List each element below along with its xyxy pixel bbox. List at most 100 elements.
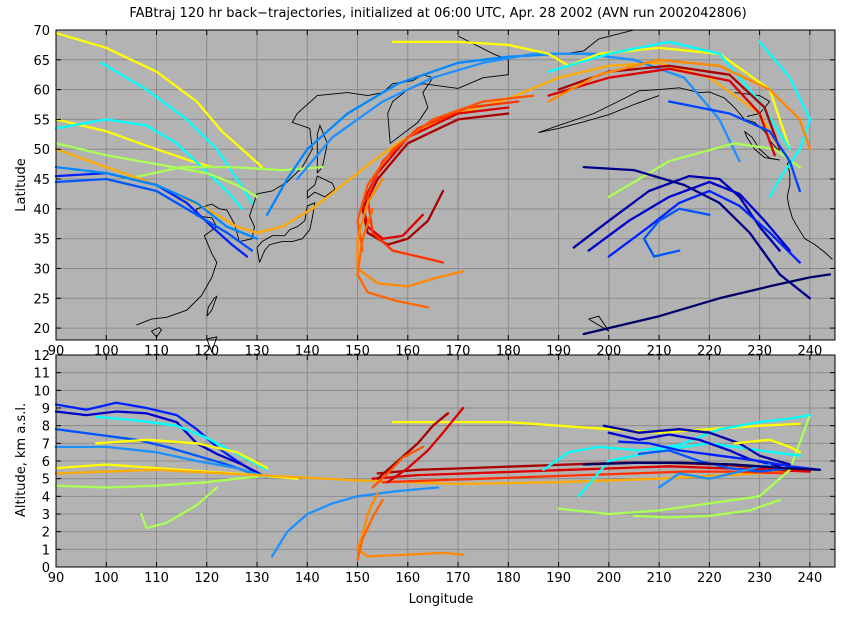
x-tick-label: 160 [395, 571, 420, 586]
trajectory-line [602, 424, 791, 466]
trajectory-line [582, 165, 812, 300]
y-tick-label: 65 [33, 54, 50, 69]
y-tick-label: 35 [33, 233, 50, 248]
trajectory-line [642, 207, 711, 258]
trajectory-line [386, 406, 465, 484]
y-tick-label: 60 [33, 84, 50, 99]
trajectory-line [54, 177, 254, 252]
trajectory-line [125, 165, 324, 181]
trajectory-line [54, 165, 259, 240]
trajectory-line [391, 40, 791, 151]
trajectory-line [95, 438, 269, 470]
trajectory-line [356, 94, 535, 252]
trajectory-line [356, 498, 384, 562]
trajectory-line [54, 410, 264, 477]
map-panel-background [56, 30, 835, 340]
trajectory-line [391, 420, 801, 434]
x-tick-label: 170 [446, 571, 471, 586]
map-panel-frame [55, 29, 836, 341]
trajectory-line [54, 445, 269, 479]
map-trajectories [54, 31, 832, 336]
trajectory-line [296, 52, 741, 181]
trajectory-line [657, 463, 771, 489]
x-tick-label: 220 [697, 571, 722, 586]
trajectory-line [632, 498, 781, 519]
x-tick-label: 120 [194, 571, 219, 586]
trajectory-line [54, 61, 781, 234]
x-tick-label: 130 [245, 571, 270, 586]
trajectory-line [356, 491, 465, 558]
map-y-axis-label: Latitude [14, 158, 29, 212]
trajectory-line [667, 100, 801, 193]
coastline [136, 35, 509, 326]
coastline [588, 315, 610, 332]
trajectory-line [356, 177, 465, 288]
y-tick-label: 9 [42, 402, 50, 417]
trajectory-line [582, 273, 832, 336]
x-tick-label: 100 [94, 571, 119, 586]
x-tick-label: 190 [546, 571, 571, 586]
altitude-trajectories [54, 401, 822, 562]
x-tick-label: 240 [797, 571, 822, 586]
x-tick-label: 90 [48, 571, 65, 586]
trajectory-line [547, 67, 776, 157]
y-tick-label: 11 [33, 367, 50, 382]
x-tick-label: 150 [345, 571, 370, 586]
y-tick-label: 3 [42, 508, 50, 523]
y-tick-label: 4 [42, 490, 50, 505]
y-tick-label: 1 [42, 543, 50, 558]
y-tick-label: 5 [42, 473, 50, 488]
trajectory-line [733, 438, 801, 454]
x-tick-label: 230 [747, 571, 772, 586]
x-tick-label: 140 [295, 571, 320, 586]
coastline [206, 295, 218, 317]
trajectory-line [587, 180, 791, 252]
x-tick-label: 110 [144, 571, 169, 586]
chart-title: FABtraj 120 hr back−trajectories, initia… [129, 6, 746, 21]
y-tick-label: 8 [42, 420, 50, 435]
coastline [206, 336, 218, 354]
trajectory-line [376, 412, 450, 480]
y-tick-label: 20 [33, 322, 50, 337]
altitude-panel: 90 100 110 120 130 140 150 160 170 180 190 200 210 22… [14, 349, 836, 607]
y-tick-label: 40 [33, 203, 50, 218]
trajectory-line [95, 415, 269, 471]
trajectory-line [54, 401, 259, 475]
coastline [316, 124, 328, 174]
coastline [150, 326, 163, 338]
trajectory-line [100, 61, 254, 205]
map-y-ticks: 20 25 30 35 40 45 50 55 60 65 70 [33, 24, 835, 337]
trajectory-line [366, 100, 520, 264]
y-tick-label: 6 [42, 455, 50, 470]
y-tick-label: 12 [33, 349, 50, 364]
trajectory-line [54, 31, 264, 169]
trajectory-line [607, 142, 801, 199]
x-axis-label: Longitude [409, 592, 474, 607]
y-tick-label: 55 [33, 113, 50, 128]
trajectory-line [617, 440, 822, 471]
y-tick-label: 70 [33, 24, 50, 39]
trajectory-line [270, 486, 440, 558]
y-tick-label: 25 [33, 292, 50, 307]
x-tick-label: 180 [496, 571, 521, 586]
trajectory-line [54, 428, 259, 477]
y-tick-label: 30 [33, 262, 50, 277]
y-tick-label: 10 [33, 384, 50, 399]
trajectory-line [140, 486, 218, 530]
y-tick-label: 7 [42, 437, 50, 452]
trajectory-line [547, 58, 812, 151]
trajectory-line [577, 442, 801, 498]
x-tick-label: 210 [647, 571, 672, 586]
x-tick-label: 200 [596, 571, 621, 586]
altitude-y-axis-label: Altitude, km a.s.l. [14, 403, 29, 517]
y-tick-label: 50 [33, 143, 50, 158]
trajectory-line [371, 445, 425, 489]
coastline [306, 175, 336, 199]
map-panel: 90 100 110 120 130 140 150 160 170 180 190 200 210 22… [14, 24, 836, 359]
y-tick-label: 0 [42, 561, 50, 576]
trajectory-line [361, 112, 510, 246]
trajectory-line [582, 461, 822, 471]
trajectory-line [607, 189, 801, 264]
